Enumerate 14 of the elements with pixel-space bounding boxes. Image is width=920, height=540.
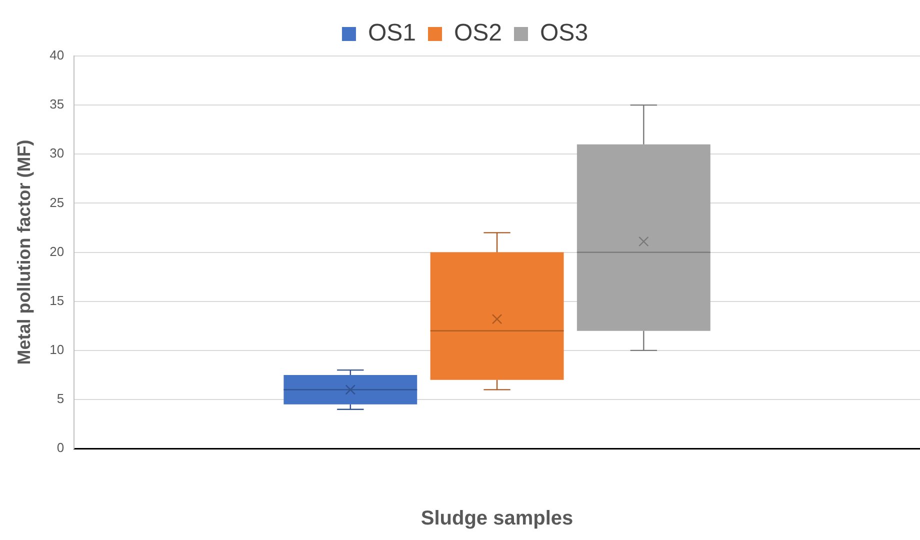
x-axis-title: Sludge samples <box>420 508 574 530</box>
y-tick-label: 5 <box>56 391 64 406</box>
y-tick-label: 40 <box>50 48 64 63</box>
y-tick-label: 0 <box>56 440 64 456</box>
legend-label: OS3 <box>540 20 588 47</box>
y-tick-label: 25 <box>50 194 64 210</box>
y-tick-label: 10 <box>50 342 64 358</box>
legend-label: OS2 <box>454 20 502 47</box>
y-tick-label: 35 <box>50 96 64 112</box>
y-tick-label: 20 <box>50 244 64 259</box>
y-tick-label: 15 <box>50 292 64 308</box>
y-tick-label: 30 <box>50 146 64 161</box>
legend-label: OS1 <box>368 20 416 47</box>
y-axis-title: Metal pollution factor (MF) <box>14 140 34 365</box>
